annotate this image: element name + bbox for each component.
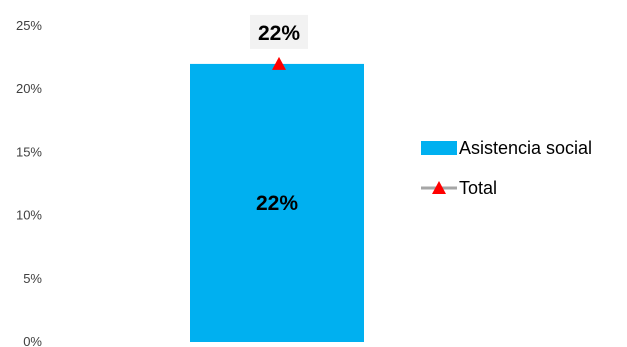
y-tick-label: 20% [16,81,42,96]
bar [190,63,364,343]
y-tick-label: 0% [23,334,42,347]
bar-series [190,63,364,343]
y-tick-label: 10% [16,208,42,223]
legend-swatch-asistencia-social [421,141,457,155]
y-axis: 0% 5% 10% 15% 20% 25% [16,18,42,347]
total-series [272,56,286,70]
y-tick-label: 25% [16,18,42,33]
total-marker-icon [272,56,286,70]
data-labels: 22% 22% [250,14,308,215]
y-tick-label: 15% [16,144,42,159]
y-tick-label: 5% [23,271,42,286]
total-data-label: 22% [258,22,300,45]
legend-label-total: Total [459,178,497,198]
legend: Asistencia social Total [421,138,592,198]
legend-marker-total-icon [432,181,446,194]
legend-label-asistencia-social: Asistencia social [459,138,592,158]
total-label-background [250,14,308,49]
bar-data-label: 22% [256,192,298,215]
